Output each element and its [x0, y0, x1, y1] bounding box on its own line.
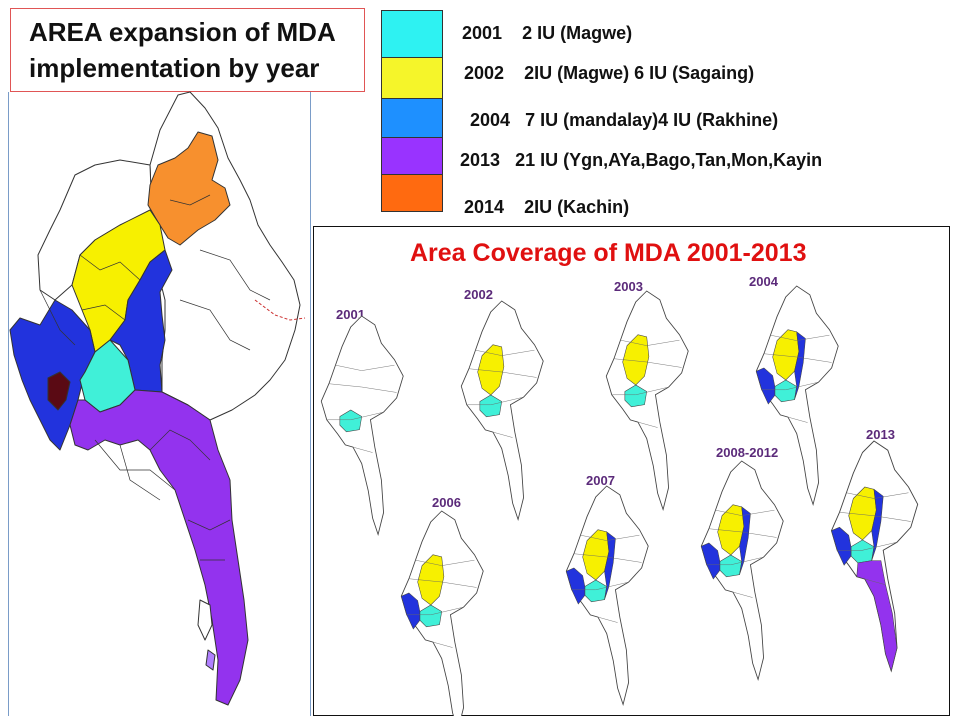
mini-region-magwe [339, 409, 362, 433]
mini-map-2001 [320, 315, 404, 537]
mini-borders [761, 334, 832, 423]
mini-borders [326, 364, 397, 453]
mini-region-mandalay [794, 331, 806, 400]
mini-borders [837, 492, 911, 585]
region-islands [197, 599, 213, 641]
mini-map-2007 [565, 485, 649, 707]
legend-label-2013: 2013 21 IU (Ygn,AYa,Bago,Tan,Mon,Kayin [460, 150, 822, 171]
mini-region-mandalay [739, 506, 751, 575]
main-map [9, 91, 306, 706]
mini-borders [611, 339, 682, 428]
legend-swatch-2013 [381, 137, 443, 175]
region-kachin [147, 131, 231, 246]
mini-map-2004 [755, 285, 839, 507]
legend-year: 2001 [462, 23, 503, 43]
legend-text: 2IU (Magwe) 6 IU (Sagaing) [524, 63, 755, 83]
legend-year: 2004 [470, 110, 511, 130]
region-lower [69, 389, 249, 706]
mini-region-rakhine [755, 367, 776, 405]
mini-borders [466, 349, 537, 438]
mini-maps-layer [320, 285, 919, 716]
mini-year-label: 2013 [866, 427, 895, 442]
mini-borders [706, 509, 777, 598]
mini-map-2003 [605, 290, 689, 512]
mini-region-sagaing [477, 344, 505, 396]
legend-label-2004: 2004 7 IU (mandalay)4 IU (Rakhine) [470, 110, 778, 131]
legend-text: 2 IU (Magwe) [522, 23, 633, 43]
mini-region-rakhine [831, 526, 852, 566]
legend-swatch-2002 [381, 57, 443, 99]
legend-label-2001: 2001 2 IU (Magwe) [462, 23, 632, 44]
mini-year-label: 2004 [749, 274, 778, 289]
mini-region-rakhine [565, 567, 586, 605]
mini-year-label: 2003 [614, 279, 643, 294]
mini-outline [605, 290, 689, 512]
mini-region-sagaing [417, 554, 445, 606]
title-line-1: AREA expansion of MDA [29, 17, 336, 47]
legend-label-2002: 2002 2IU (Magwe) 6 IU (Sagaing) [464, 63, 754, 84]
mini-region-rakhine [400, 592, 421, 630]
legend-text: 21 IU (Ygn,AYa,Bago,Tan,Mon,Kayin [515, 150, 823, 170]
legend-swatch-2001 [381, 10, 443, 58]
legend-swatch-2014 [381, 174, 443, 212]
legend-year: 2013 [460, 150, 501, 170]
main-map-frame [8, 92, 311, 716]
legend-text: 7 IU (mandalay)4 IU (Rakhine) [525, 110, 779, 130]
legend-text: 2IU (Kachin) [524, 197, 630, 217]
mini-outline [320, 315, 404, 537]
mini-map-2002 [460, 300, 544, 522]
mini-region-sagaing [622, 334, 650, 386]
coverage-inset: Area Coverage of MDA 2001-2013 2001 2002… [313, 226, 950, 716]
mini-map-2008-2012 [700, 460, 784, 682]
mini-outline [460, 300, 544, 522]
region-delta-dark [47, 371, 71, 411]
inset-title: Area Coverage of MDA 2001-2013 [410, 239, 807, 267]
legend-year: 2014 [464, 197, 505, 217]
mini-year-label: 2002 [464, 287, 493, 302]
legend-year: 2002 [464, 63, 505, 83]
mini-year-label: 2006 [432, 495, 461, 510]
mini-map-2006 [400, 510, 484, 716]
mini-year-label: 2007 [586, 473, 615, 488]
region-north-untreated [149, 91, 301, 421]
mini-borders [406, 559, 477, 648]
mini-region-lower [856, 560, 898, 673]
mini-year-label: 2001 [336, 307, 365, 322]
mini-map-2013 [830, 440, 919, 673]
legend-label-2014: 2014 2IU (Kachin) [464, 197, 629, 218]
title-line-2: implementation by year [29, 53, 320, 83]
legend-swatch-2004 [381, 98, 443, 138]
mini-region-mandalay [604, 531, 616, 600]
title-box: AREA expansion of MDA implementation by … [10, 8, 365, 92]
mini-region-rakhine [700, 542, 721, 580]
mini-borders [571, 534, 642, 623]
mini-year-label: 2008-2012 [716, 445, 779, 460]
